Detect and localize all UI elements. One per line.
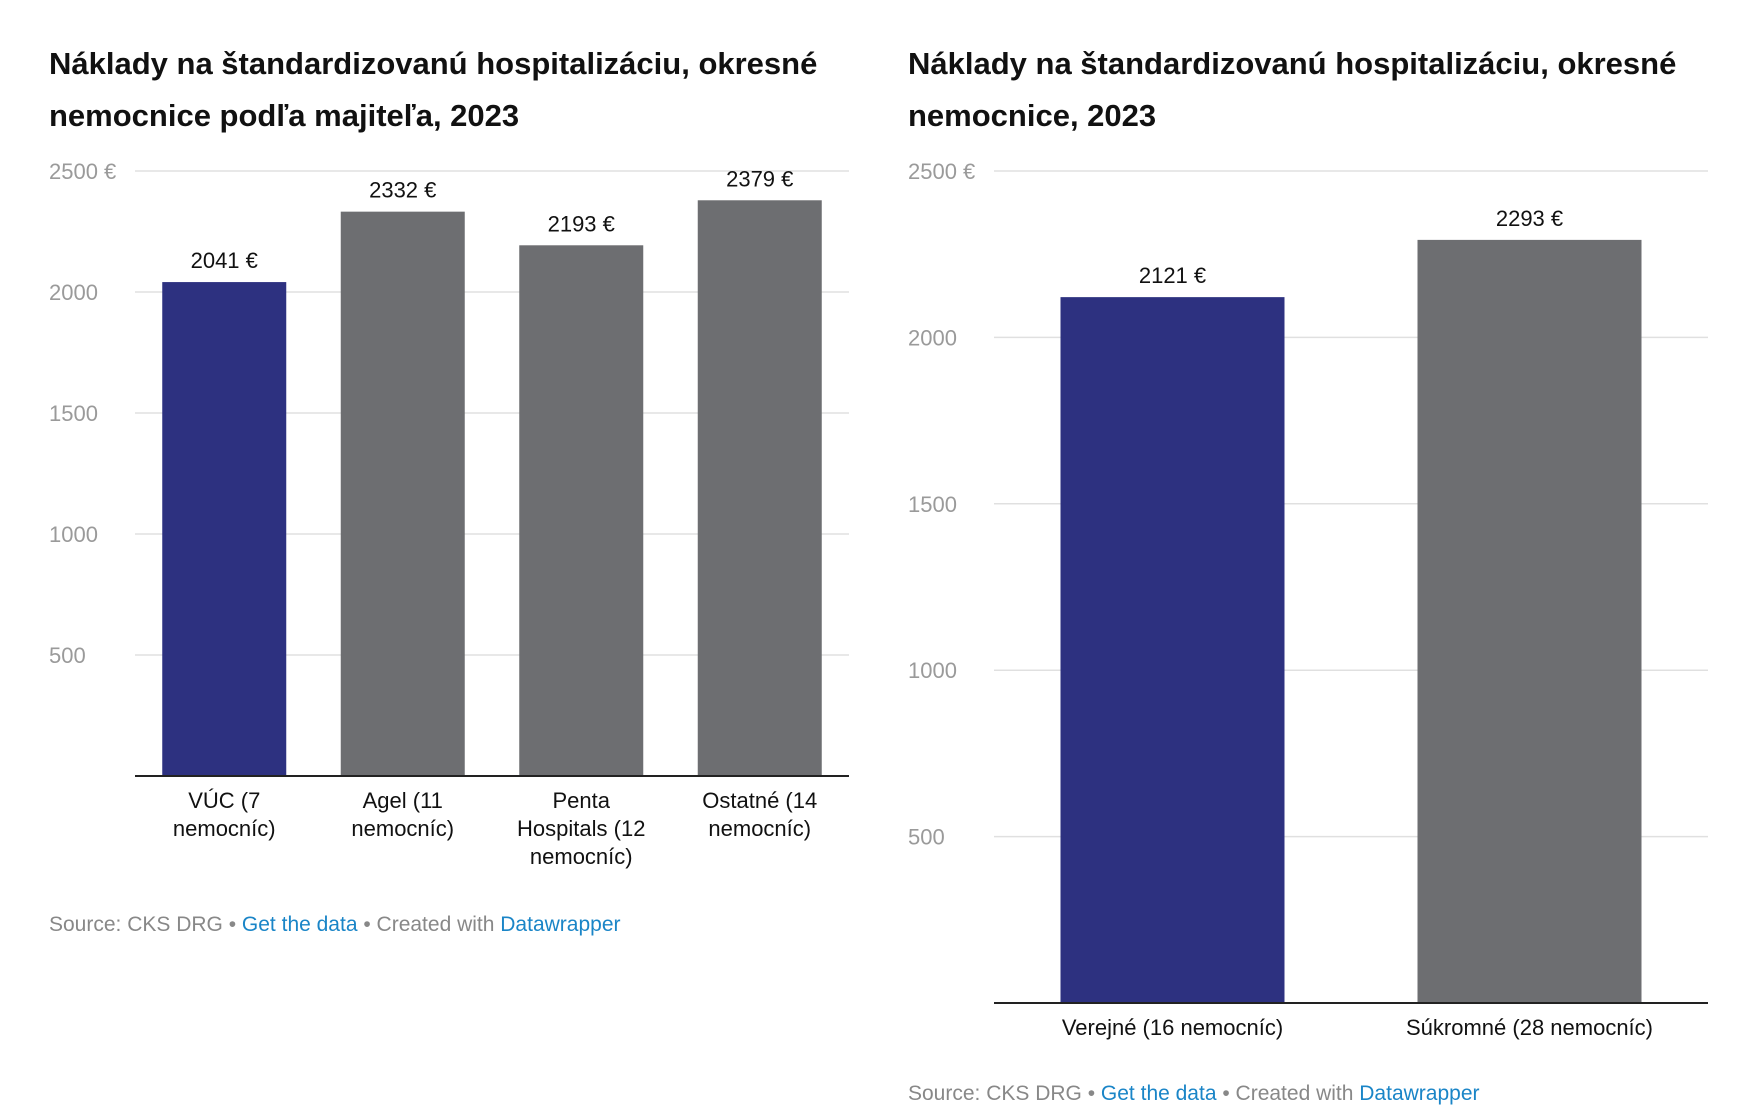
x-category-label-line: Agel (11	[363, 788, 443, 813]
chart-footer: Source: CKS DRG • Get the data • Created…	[908, 1082, 1480, 1106]
y-tick-label: 2000	[908, 325, 957, 350]
bar-value-label: 2193 €	[548, 211, 615, 236]
bar-value-label: 2379 €	[726, 166, 793, 191]
source-text: Source: CKS DRG	[908, 1082, 1082, 1105]
y-tick-label: 500	[908, 825, 945, 850]
x-category-label-line: nemocníc)	[530, 844, 633, 869]
x-category-label: Súkromné (28 nemocníc)	[1406, 1015, 1653, 1040]
x-category-label-line: nemocníc)	[173, 816, 276, 841]
bar	[162, 282, 287, 776]
x-category-label-line: Verejné (16 nemocníc)	[1062, 1015, 1283, 1040]
x-category-label-line: nemocníc)	[708, 816, 811, 841]
bar-value-label: 2041 €	[191, 248, 258, 273]
y-tick-label: 2500 €	[49, 159, 116, 184]
x-category-label-line: Penta	[553, 788, 611, 813]
y-tick-label: 1500	[908, 492, 957, 517]
bar	[1060, 297, 1285, 1003]
x-category-label: VÚC (7 nemocníc)	[173, 788, 276, 841]
x-category-label-line: VÚC (7	[188, 788, 260, 813]
chart-footer: Source: CKS DRG • Get the data • Created…	[49, 913, 621, 937]
y-tick-label: 1500	[49, 401, 98, 426]
bar	[340, 211, 465, 776]
footer-separator: •	[222, 913, 242, 936]
chart-title: Náklady na štandardizovanú hospitalizáci…	[49, 46, 818, 133]
bar	[697, 200, 822, 777]
datawrapper-link[interactable]: Datawrapper	[500, 913, 621, 936]
get-the-data-link[interactable]: Get the data	[241, 913, 358, 936]
x-category-label: Ostatné (14 nemocníc)	[702, 788, 817, 841]
bar-value-label: 2121 €	[1139, 263, 1206, 288]
source-text: Source: CKS DRG	[49, 913, 223, 936]
bar-value-label: 2332 €	[369, 178, 436, 203]
bar-value-label: 2293 €	[1496, 206, 1563, 231]
x-category-label-line: Súkromné (28 nemocníc)	[1406, 1015, 1653, 1040]
chart-title: Náklady na štandardizovanú hospitalizáci…	[908, 46, 1677, 133]
bar-chart-owners: 500 1000 1500 2000 2500 € 2041 € VÚC (7 nemocní…	[49, 159, 849, 869]
x-category-label: Verejné (16 nemocníc)	[1062, 1015, 1283, 1040]
x-category-label-line: Hospitals (12	[517, 816, 645, 841]
chart-panel-owners: Náklady na štandardizovanú hospitalizáci…	[49, 0, 849, 1118]
bar	[519, 245, 644, 776]
get-the-data-link[interactable]: Get the data	[1100, 1082, 1217, 1105]
x-category-label: Penta Hospitals (12 nemocníc)	[517, 788, 645, 869]
y-tick-label: 500	[49, 643, 86, 668]
footer-created-with: • Created with	[357, 913, 501, 936]
x-category-label: Agel (11 nemocníc)	[351, 788, 454, 841]
bar	[1417, 239, 1642, 1004]
footer-separator: •	[1081, 1082, 1101, 1105]
chart-panel-ownership-type: Náklady na štandardizovanú hospitalizáci…	[908, 0, 1708, 1118]
datawrapper-link[interactable]: Datawrapper	[1359, 1082, 1480, 1105]
bar-chart-ownership-type: 500 1000 1500 2000 2500 € 2121 € Verejné (16 n…	[908, 159, 1708, 1040]
y-tick-label: 2500 €	[908, 159, 975, 184]
y-tick-label: 1000	[49, 522, 98, 547]
x-category-label-line: nemocníc)	[351, 816, 454, 841]
y-tick-label: 1000	[908, 658, 957, 683]
x-category-label-line: Ostatné (14	[702, 788, 817, 813]
footer-created-with: • Created with	[1216, 1082, 1360, 1105]
y-tick-label: 2000	[49, 280, 98, 305]
